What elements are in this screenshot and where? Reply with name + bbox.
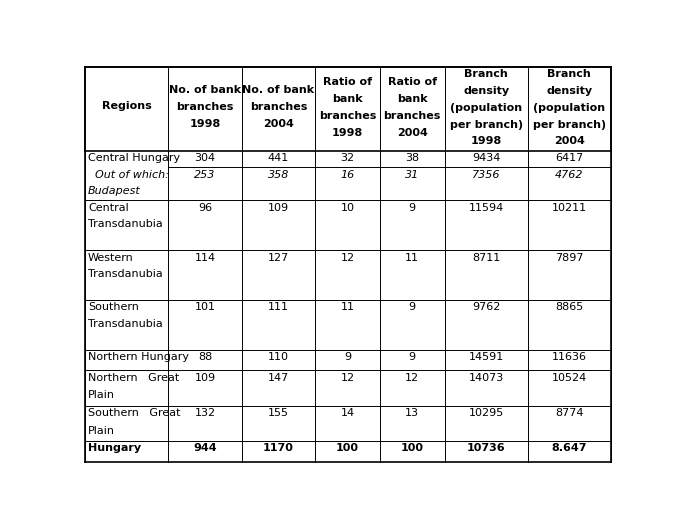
Text: 111: 111	[268, 303, 289, 313]
Text: Central: Central	[88, 203, 129, 213]
Text: (population: (population	[533, 102, 605, 112]
Text: 31: 31	[405, 169, 420, 180]
Text: Transdanubia: Transdanubia	[88, 319, 163, 328]
Text: 8865: 8865	[555, 303, 583, 313]
Text: 12: 12	[340, 252, 354, 262]
Text: 9: 9	[409, 203, 416, 213]
Text: 8.647: 8.647	[551, 444, 587, 454]
Text: No. of bank: No. of bank	[242, 85, 314, 95]
Text: per branch): per branch)	[533, 119, 606, 129]
Text: 2004: 2004	[263, 119, 294, 129]
Text: No. of bank: No. of bank	[169, 85, 241, 95]
Text: 109: 109	[268, 203, 289, 213]
Text: 10211: 10211	[552, 203, 587, 213]
Text: 9: 9	[344, 352, 351, 362]
Text: density: density	[546, 86, 592, 96]
Text: Plain: Plain	[88, 426, 115, 436]
Text: 10524: 10524	[551, 373, 587, 383]
Text: 132: 132	[194, 408, 215, 418]
Text: 114: 114	[194, 252, 215, 262]
Text: Branch: Branch	[464, 69, 508, 79]
Text: Transdanubia: Transdanubia	[88, 219, 163, 229]
Text: 1170: 1170	[263, 444, 294, 454]
Text: 101: 101	[194, 303, 215, 313]
Text: 10736: 10736	[466, 444, 505, 454]
Text: Budapest: Budapest	[88, 186, 141, 196]
Text: 88: 88	[198, 352, 212, 362]
Text: bank: bank	[332, 94, 363, 104]
Text: 4762: 4762	[555, 169, 583, 180]
Text: Ratio of: Ratio of	[323, 77, 372, 87]
Text: 147: 147	[268, 373, 289, 383]
Text: Southern: Southern	[88, 303, 139, 313]
Text: 944: 944	[193, 444, 217, 454]
Text: per branch): per branch)	[449, 119, 523, 129]
Text: 14: 14	[340, 408, 354, 418]
Text: 109: 109	[194, 373, 215, 383]
Text: 32: 32	[340, 153, 354, 163]
Text: 9434: 9434	[472, 153, 500, 163]
Text: 2004: 2004	[397, 128, 428, 137]
Text: branches: branches	[250, 102, 307, 112]
Text: Northern Hungary: Northern Hungary	[88, 352, 189, 362]
Text: 9762: 9762	[472, 303, 500, 313]
Text: 7897: 7897	[555, 252, 583, 262]
Text: branches: branches	[177, 102, 234, 112]
Text: 14591: 14591	[469, 352, 504, 362]
Text: 10: 10	[340, 203, 354, 213]
Text: Hungary: Hungary	[88, 444, 141, 454]
Text: 9: 9	[409, 352, 416, 362]
Text: Branch: Branch	[547, 69, 591, 79]
Text: Western: Western	[88, 252, 134, 262]
Text: 9: 9	[409, 303, 416, 313]
Text: 12: 12	[405, 373, 419, 383]
Text: 7356: 7356	[472, 169, 500, 180]
Text: 110: 110	[268, 352, 289, 362]
Text: Ratio of: Ratio of	[388, 77, 437, 87]
Text: Transdanubia: Transdanubia	[88, 269, 163, 279]
Text: 2004: 2004	[554, 136, 585, 146]
Text: 13: 13	[405, 408, 419, 418]
Text: 441: 441	[268, 153, 289, 163]
Text: density: density	[463, 86, 509, 96]
Text: 11: 11	[340, 303, 354, 313]
Text: 14073: 14073	[469, 373, 504, 383]
Text: Northern   Great: Northern Great	[88, 373, 179, 383]
Text: 8774: 8774	[555, 408, 583, 418]
Text: 12: 12	[340, 373, 354, 383]
Text: 96: 96	[198, 203, 212, 213]
Text: Central Hungary: Central Hungary	[88, 153, 180, 163]
Text: bank: bank	[397, 94, 428, 104]
Text: Plain: Plain	[88, 391, 115, 400]
Text: branches: branches	[318, 111, 376, 121]
Text: 6417: 6417	[555, 153, 583, 163]
Text: 253: 253	[194, 169, 216, 180]
Text: 8711: 8711	[472, 252, 500, 262]
Text: (population: (population	[450, 102, 522, 112]
Text: 100: 100	[401, 444, 424, 454]
Text: Southern   Great: Southern Great	[88, 408, 181, 418]
Text: 11: 11	[405, 252, 419, 262]
Text: 155: 155	[268, 408, 289, 418]
Text: 38: 38	[405, 153, 419, 163]
Text: 1998: 1998	[332, 128, 363, 137]
Text: 100: 100	[336, 444, 359, 454]
Text: 1998: 1998	[471, 136, 502, 146]
Text: branches: branches	[384, 111, 441, 121]
Text: 358: 358	[268, 169, 289, 180]
Text: 127: 127	[268, 252, 289, 262]
Text: 1998: 1998	[189, 119, 221, 129]
Text: 10295: 10295	[469, 408, 504, 418]
Text: Out of which:: Out of which:	[88, 169, 169, 180]
Text: 11594: 11594	[469, 203, 504, 213]
Text: 16: 16	[340, 169, 354, 180]
Text: 11636: 11636	[552, 352, 587, 362]
Text: Regions: Regions	[102, 101, 151, 111]
Text: 304: 304	[194, 153, 215, 163]
